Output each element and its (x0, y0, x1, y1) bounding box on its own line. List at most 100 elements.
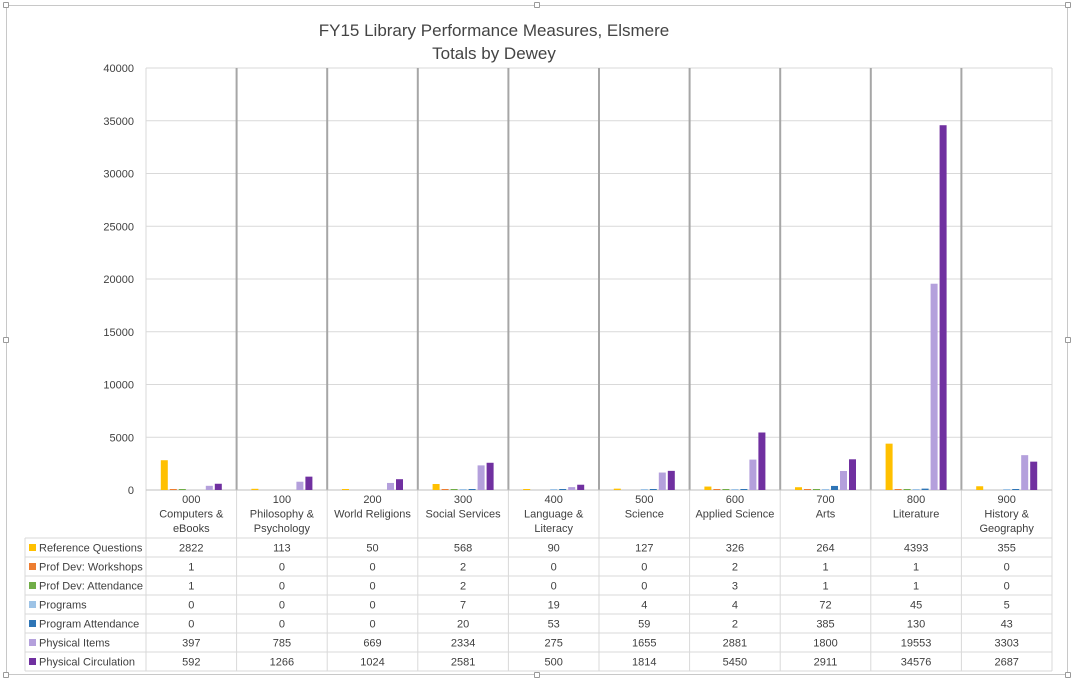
bar (731, 489, 739, 490)
legend-key (29, 563, 36, 570)
resize-handle-middle-right[interactable] (1065, 337, 1071, 343)
legend-key (29, 601, 36, 608)
legend-label: Prof Dev: Attendance (39, 581, 143, 593)
bar (568, 487, 576, 490)
bar (486, 462, 494, 490)
resize-handle-bottom-center[interactable] (534, 672, 540, 678)
bar (813, 489, 820, 490)
resize-handle-bottom-right[interactable] (1065, 672, 1071, 678)
data-table-cell: 127 (635, 543, 653, 555)
data-table-cell: 4 (732, 600, 738, 612)
bar (849, 459, 856, 490)
data-table-cell: 90 (548, 543, 560, 555)
bar (1030, 461, 1038, 490)
data-table-cell: 0 (369, 619, 375, 631)
bar (441, 489, 449, 490)
bar (305, 476, 313, 490)
bar (649, 489, 657, 490)
category-label: 100 (273, 494, 291, 506)
bar (795, 487, 802, 490)
y-tick-label: 40000 (103, 63, 134, 75)
data-table-cell: 0 (641, 562, 647, 574)
legend-label: Prof Dev: Workshops (39, 562, 143, 574)
data-table-cell: 0 (188, 600, 194, 612)
bar (178, 489, 186, 490)
data-table-cell: 0 (369, 562, 375, 574)
bar (459, 489, 467, 490)
bar (468, 489, 476, 490)
category-label: Philosophy & (250, 509, 315, 521)
data-table-cell: 130 (907, 619, 925, 631)
y-tick-label: 0 (128, 485, 134, 497)
chart-subtitle: Totals by Dewey (432, 44, 556, 63)
category-label: 800 (907, 494, 925, 506)
bar (577, 484, 585, 490)
data-table-cell: 72 (819, 600, 831, 612)
data-table-cell: 1 (822, 581, 828, 593)
bar (749, 459, 757, 490)
bar (822, 489, 829, 490)
bar (740, 489, 748, 490)
data-table-cell: 1 (822, 562, 828, 574)
bar (205, 485, 213, 490)
data-table-cell: 1 (913, 562, 919, 574)
bar (523, 489, 531, 490)
bar (912, 489, 920, 490)
data-table-cell: 1266 (270, 657, 294, 669)
data-table-cell: 7 (460, 600, 466, 612)
data-table-cell: 500 (545, 657, 563, 669)
data-table-cell: 5 (1004, 600, 1010, 612)
bar (396, 479, 403, 490)
bar (704, 486, 712, 490)
data-table-cell: 2 (460, 562, 466, 574)
resize-handle-middle-left[interactable] (3, 337, 9, 343)
y-tick-label: 15000 (103, 327, 134, 339)
data-table-cell: 3303 (994, 638, 1018, 650)
data-table-cell: 355 (998, 543, 1016, 555)
bar (976, 486, 984, 490)
data-table-cell: 2687 (994, 657, 1018, 669)
bar (450, 489, 458, 490)
category-label: 300 (454, 494, 472, 506)
legend-label: Reference Questions (39, 543, 143, 555)
resize-handle-top-left[interactable] (3, 2, 9, 8)
bar (894, 489, 902, 490)
legend-key (29, 544, 36, 551)
resize-handle-top-right[interactable] (1065, 2, 1071, 8)
data-table-cell: 59 (638, 619, 650, 631)
category-label: Arts (816, 509, 836, 521)
category-label: Literacy (534, 523, 573, 535)
bar (550, 489, 558, 490)
data-table-cell: 1655 (632, 638, 656, 650)
bar (1003, 489, 1011, 490)
bar (160, 460, 168, 490)
bar (658, 472, 666, 490)
category-label: Computers & (159, 509, 224, 521)
bar (613, 488, 621, 490)
data-table-cell: 2822 (179, 543, 203, 555)
legend-key (29, 639, 36, 646)
category-label: 400 (545, 494, 563, 506)
y-tick-label: 5000 (110, 432, 134, 444)
data-table-cell: 0 (1004, 581, 1010, 593)
legend-key (29, 582, 36, 589)
data-table-cell: 50 (366, 543, 378, 555)
bar (921, 488, 929, 490)
category-label: 200 (363, 494, 381, 506)
data-table-cell: 326 (726, 543, 744, 555)
y-tick-label: 10000 (103, 380, 134, 392)
bar (1012, 489, 1020, 490)
y-tick-label: 25000 (103, 221, 134, 233)
data-table-cell: 4393 (904, 543, 928, 555)
resize-handle-bottom-left[interactable] (3, 672, 9, 678)
bar (251, 488, 259, 490)
resize-handle-top-center[interactable] (534, 2, 540, 8)
data-table-cell: 275 (545, 638, 563, 650)
bar (903, 489, 911, 490)
data-table-cell: 385 (816, 619, 834, 631)
data-table-cell: 20 (457, 619, 469, 631)
data-table-cell: 4 (641, 600, 647, 612)
bar (713, 489, 721, 490)
bar (477, 465, 485, 490)
data-table-cell: 0 (279, 600, 285, 612)
